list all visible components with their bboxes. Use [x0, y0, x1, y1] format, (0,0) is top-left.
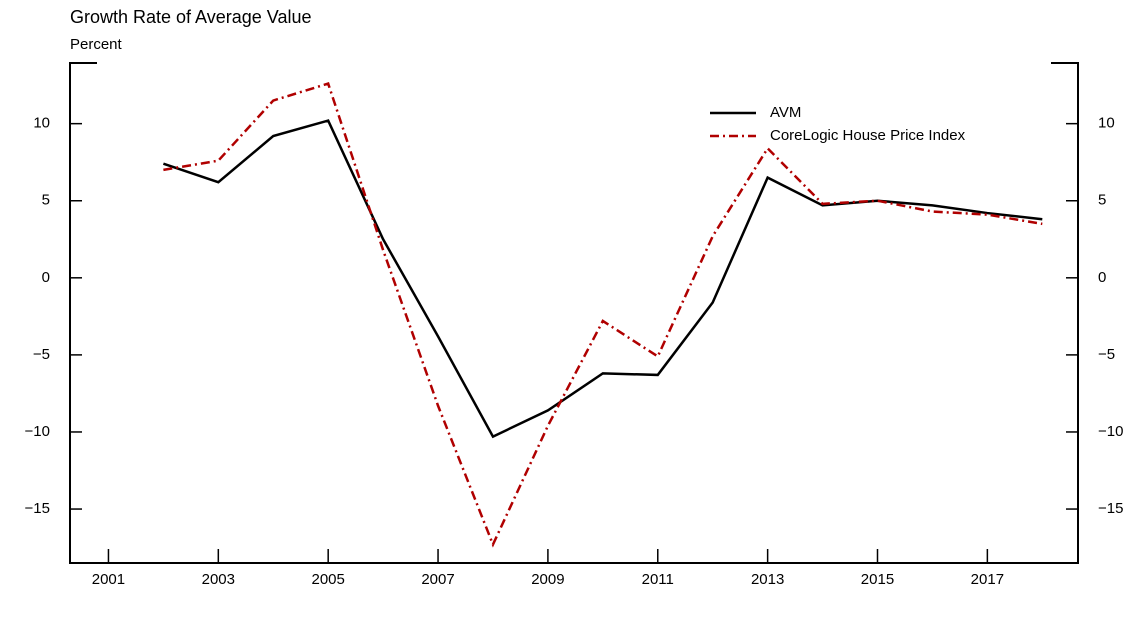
x-tick-label: 2001: [92, 571, 125, 588]
series-line: [162, 119, 1043, 439]
y-tick-label: 5: [42, 192, 50, 209]
axes-frame: [69, 62, 1079, 564]
y2-tick-label: −5: [1098, 346, 1115, 363]
x-tick-label: 2011: [642, 571, 674, 588]
x-tick-label: 2009: [531, 571, 564, 588]
x-tick-label: 2003: [202, 571, 235, 588]
chart-title: Growth Rate of Average Value: [70, 7, 311, 27]
y-tick-label: −15: [25, 500, 50, 517]
legend-label: AVM: [770, 104, 801, 121]
x-tick-label: 2005: [311, 571, 344, 588]
y2-tick-label: 10: [1098, 115, 1115, 132]
x-tick-label: 2007: [421, 571, 454, 588]
y2-tick-label: −10: [1098, 423, 1123, 440]
x-tick-label: 2013: [751, 571, 784, 588]
y-tick-label: −5: [33, 346, 50, 363]
y-tick-label: −10: [25, 423, 50, 440]
y2-tick-label: 0: [1098, 269, 1106, 286]
chart-subtitle: Percent: [70, 36, 123, 53]
x-tick-label: 2015: [861, 571, 894, 588]
y2-tick-label: −15: [1098, 500, 1123, 517]
x-tick-label: 2017: [971, 571, 1004, 588]
series-line: [163, 82, 1043, 548]
y-tick-label: 10: [33, 115, 50, 132]
y-tick-label: 0: [42, 269, 50, 286]
legend-label: CoreLogic House Price Index: [770, 127, 966, 144]
y2-tick-label: 5: [1098, 192, 1106, 209]
